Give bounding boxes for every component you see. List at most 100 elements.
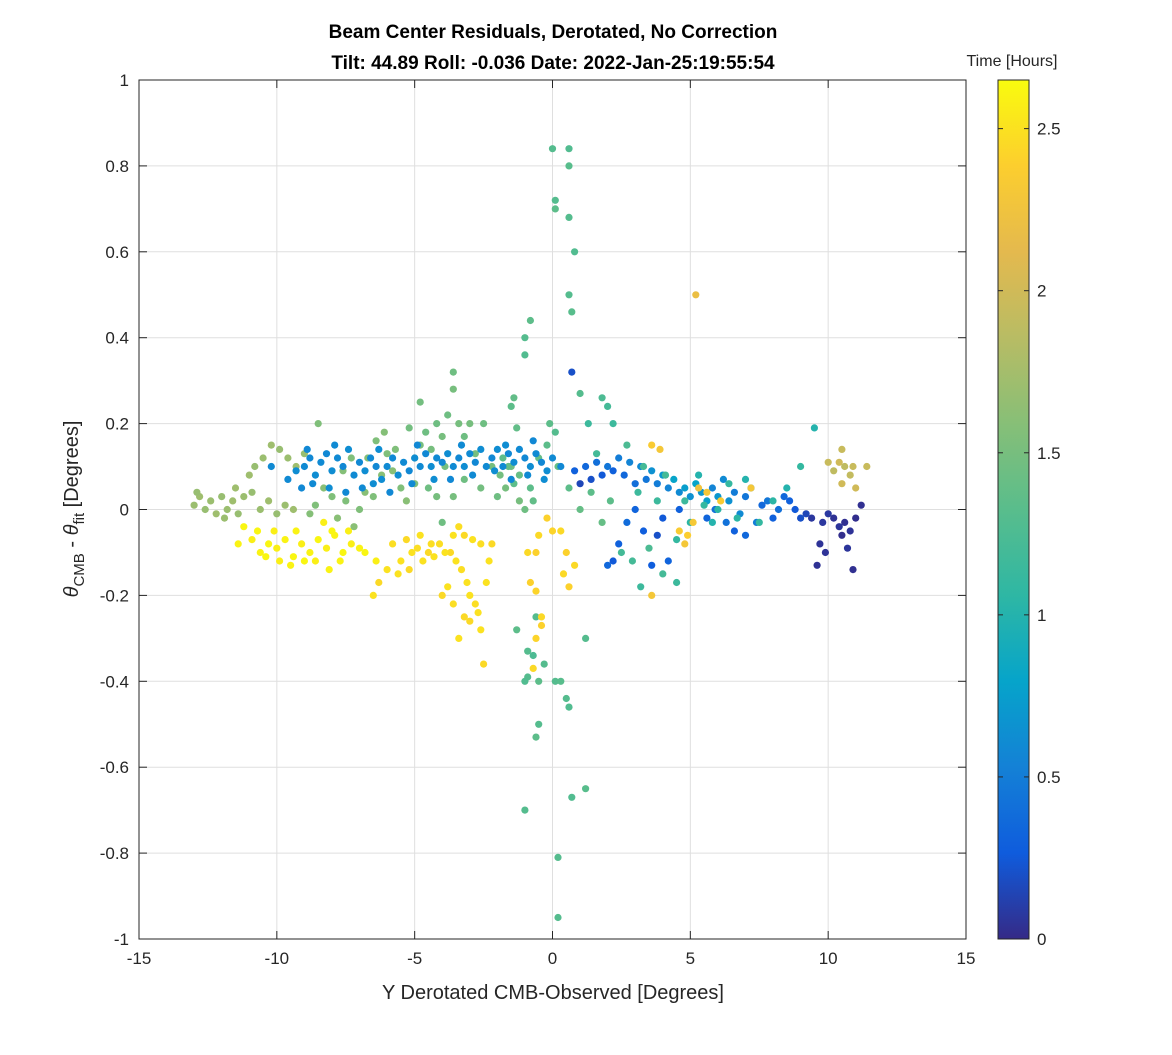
data-point [609,467,617,475]
data-point [267,462,275,471]
data-point [797,514,805,522]
data-point [460,432,468,441]
data-point [309,480,317,488]
data-point [615,540,623,548]
data-point [405,566,413,574]
data-point [342,488,350,496]
data-point [838,531,846,539]
data-point [568,793,576,801]
data-point [394,570,402,578]
data-point [284,475,292,483]
data-point [405,467,413,475]
data-point [460,475,468,483]
data-point [311,557,319,565]
data-point [361,548,369,557]
data-point [355,505,364,514]
data-point [262,553,270,561]
data-point [535,531,543,539]
data-point [306,548,314,557]
data-point [325,566,333,574]
data-point [719,475,728,483]
data-point [513,626,521,634]
data-point [730,488,739,496]
data-point [502,441,510,449]
data-point [493,493,501,501]
data-point [565,703,573,711]
data-point [816,540,824,548]
data-point [430,475,438,483]
data-point [438,591,446,600]
colorbar-tick-label: 0 [1037,930,1046,949]
data-point [344,445,353,453]
data-point [477,626,485,634]
data-point [400,458,408,466]
data-point [402,536,410,544]
data-point [292,527,300,535]
y-tick-label: 0.4 [105,329,129,348]
data-point [482,462,490,471]
data-point [474,609,482,617]
data-point [298,540,306,548]
data-point [477,445,485,453]
data-point [741,475,750,483]
data-point [234,510,242,518]
data-point [695,484,703,492]
data-point [537,613,546,621]
data-point [383,450,391,458]
data-point [604,561,612,569]
data-point [427,540,435,548]
data-point [813,561,821,569]
data-point [571,467,579,475]
data-point [234,540,242,548]
data-point [389,454,397,462]
data-point [648,591,656,600]
data-point [846,471,854,479]
data-point [824,458,832,466]
data-point [383,462,391,471]
data-point [568,308,576,316]
data-point [328,527,336,535]
data-point [863,462,871,471]
data-point [273,510,281,518]
data-point [540,475,548,483]
data-point [325,484,333,492]
data-point [427,445,435,453]
data-point [576,389,584,398]
data-point [455,454,463,462]
data-point [741,493,750,501]
data-point [491,467,499,475]
chart-title: Beam Center Residuals, Derotated, No Cor… [329,22,778,43]
data-point [416,531,424,539]
data-point [593,450,601,458]
data-point [835,458,843,466]
data-point [515,445,524,453]
data-point [411,454,419,462]
data-point [322,544,331,552]
y-tick-label: 0.8 [105,157,129,176]
data-point [692,291,700,299]
data-point [521,677,529,685]
data-point [477,484,485,492]
data-point [802,510,810,518]
data-point [383,566,391,574]
data-point [562,694,570,703]
data-point [628,557,637,565]
data-point [526,462,535,471]
data-point [223,505,231,514]
data-point [686,493,694,501]
data-point [284,454,292,462]
data-point [631,505,639,514]
data-point [389,467,397,475]
data-point [413,441,421,449]
data-point [485,557,493,565]
x-axis-ticks: -15 -10 -5 0 5 10 15 [127,80,975,968]
data-point [240,523,248,531]
x-axis-label: Y Derotated CMB-Observed [Degrees] [382,982,724,1004]
data-point [207,497,215,505]
data-point [347,540,355,548]
data-point [559,570,568,578]
data-point [455,420,463,428]
data-point [449,600,457,608]
data-point [529,437,537,445]
data-point [623,518,631,527]
